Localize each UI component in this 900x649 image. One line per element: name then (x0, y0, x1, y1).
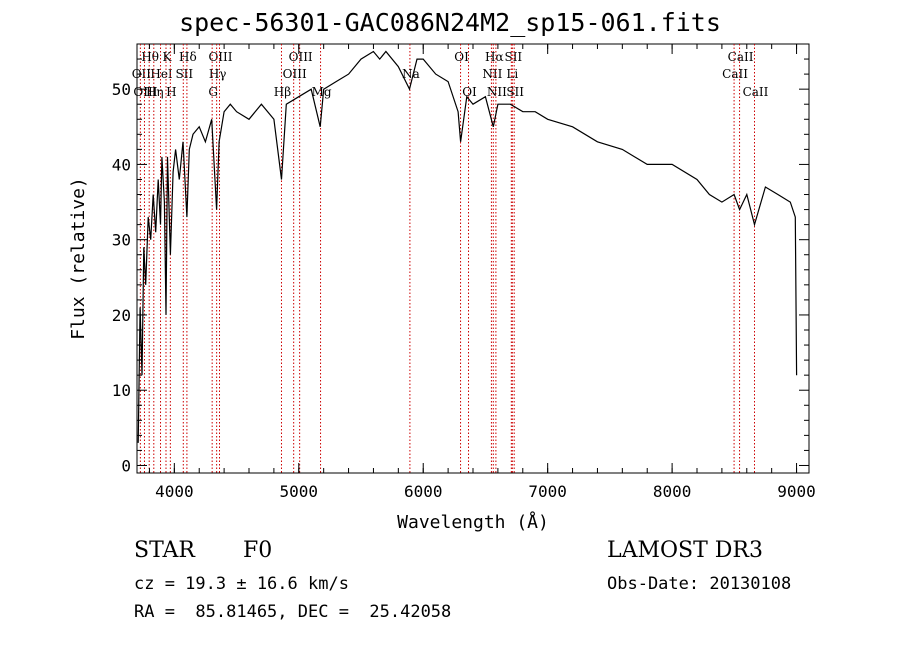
line-label-4: HeI (150, 67, 173, 81)
y-tick-label-0: 0 (121, 456, 131, 475)
x-tick-label-2: 6000 (404, 482, 443, 501)
line-label-26: CaII (722, 67, 748, 81)
chart-title: spec-56301-GAC086N24M2_sp15-061.fits (179, 8, 721, 37)
x-tick-label-4: 8000 (653, 482, 692, 501)
x-axis-label: Wavelength (Å) (397, 511, 549, 533)
x-tick-label-5: 9000 (777, 482, 816, 501)
line-label-17: OI (454, 50, 469, 64)
line-label-5: Hη (146, 85, 164, 99)
ra-dec-label: RA = 85.81465, DEC = 25.42058 (134, 602, 452, 622)
line-label-20: SII (504, 50, 522, 64)
subclass-label: F0 (243, 538, 273, 563)
y-tick-label-4: 40 (112, 155, 131, 174)
redshift-cz-label: cz = 19.3 ± 16.6 km/s (134, 574, 349, 594)
y-tick-label-5: 50 (112, 80, 131, 99)
line-label-16: Na (402, 67, 420, 81)
line-label-15: Mg (312, 85, 332, 99)
y-tick-label-3: 30 (112, 231, 131, 250)
line-label-23: NII (487, 85, 507, 99)
line-label-3: K (163, 50, 173, 64)
x-tick-label-1: 5000 (280, 482, 319, 501)
x-tick-label-0: 4000 (155, 482, 194, 501)
line-label-14: Hβ (274, 85, 291, 99)
line-label-6: SII (175, 67, 193, 81)
line-label-8: Hδ (179, 50, 197, 64)
spectrum-line (137, 50, 798, 443)
line-label-25: CaII (728, 50, 754, 64)
line-label-27: CaII (743, 85, 769, 99)
object-type-label: STAR (134, 538, 195, 563)
line-label-9: OIII (208, 50, 232, 64)
line-label-22: Li (506, 67, 518, 81)
line-label-19: Hα (485, 50, 504, 64)
line-label-0: Hθ (141, 50, 159, 64)
line-label-11: G (208, 85, 218, 99)
line-label-24: SII (506, 85, 524, 99)
line-label-21: NII (482, 67, 502, 81)
x-tick-label-3: 7000 (528, 482, 567, 501)
obs-date-label: Obs-Date: 20130108 (607, 574, 792, 594)
line-label-10: Hγ (209, 67, 227, 81)
plot-frame (136, 43, 810, 474)
line-label-7: H (166, 85, 176, 99)
y-tick-label-2: 20 (112, 306, 131, 325)
line-label-12: OIII (289, 50, 313, 64)
y-axis-label: Flux (relative) (68, 177, 89, 340)
y-tick-label-1: 10 (112, 381, 131, 400)
line-label-18: OI (462, 85, 477, 99)
line-label-13: OIII (283, 67, 307, 81)
line-label-2: OIII (133, 85, 157, 99)
survey-label: LAMOST DR3 (607, 538, 763, 563)
